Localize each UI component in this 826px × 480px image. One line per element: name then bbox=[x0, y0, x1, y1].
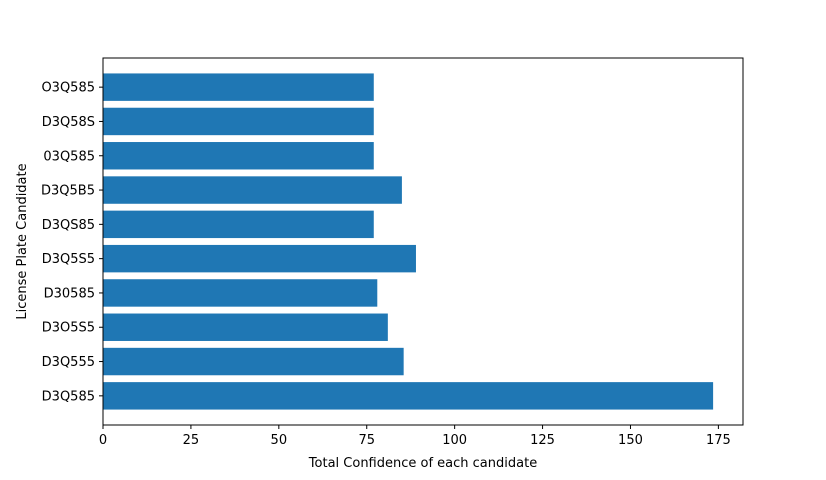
bar-d30585 bbox=[103, 279, 378, 307]
y-tick-label: D3Q585 bbox=[42, 389, 95, 404]
x-axis-label: Total Confidence of each candidate bbox=[308, 456, 537, 471]
bar-d3q555 bbox=[103, 347, 404, 376]
bar-d3q58s bbox=[103, 107, 374, 136]
x-tick-label: 25 bbox=[183, 433, 200, 448]
x-tick-label: 175 bbox=[706, 433, 731, 448]
bar-03q585 bbox=[103, 142, 374, 170]
bar-d3qs85 bbox=[103, 210, 374, 239]
y-tick-label: D3Q555 bbox=[42, 355, 95, 370]
bar-d3q585 bbox=[103, 382, 714, 410]
bars-group bbox=[103, 73, 714, 410]
bar-d3q5s5 bbox=[103, 244, 416, 273]
y-axis-ticks: D3Q585 D3Q555 D3O5S5 D30585 D3Q5S5 D3QS85 D3Q5… bbox=[41, 81, 103, 404]
y-tick-label: D3QS85 bbox=[42, 218, 95, 233]
x-tick-label: 125 bbox=[530, 433, 555, 448]
x-tick-label: 75 bbox=[358, 433, 375, 448]
y-tick-label: D3Q5B5 bbox=[41, 184, 95, 199]
x-tick-label: 50 bbox=[271, 433, 288, 448]
x-tick-label: 100 bbox=[442, 433, 467, 448]
y-tick-label: D3Q58S bbox=[42, 115, 95, 130]
y-tick-label: 03Q585 bbox=[43, 149, 95, 164]
y-tick-label: D30585 bbox=[44, 286, 95, 301]
x-tick-label: 150 bbox=[618, 433, 643, 448]
x-tick-label: 0 bbox=[99, 433, 107, 448]
bar-d3o5s5 bbox=[103, 313, 388, 341]
plot-area-frame bbox=[102, 57, 744, 426]
y-tick-label: D3O5S5 bbox=[42, 321, 95, 336]
bar-d3q5b5 bbox=[103, 176, 402, 204]
bar-o3q585 bbox=[103, 73, 374, 101]
y-tick-label: O3Q585 bbox=[41, 81, 95, 96]
y-axis-label: License Plate Candidate bbox=[15, 163, 30, 319]
x-axis-ticks: 0 25 50 75 100 125 150 175 bbox=[99, 425, 731, 448]
y-tick-label: D3Q5S5 bbox=[42, 252, 95, 267]
